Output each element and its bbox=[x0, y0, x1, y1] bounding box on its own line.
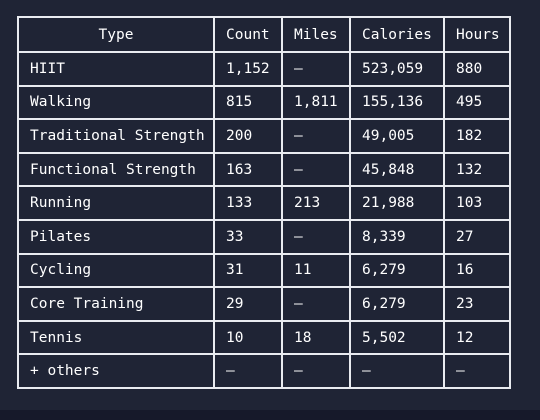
cell-miles: — bbox=[281, 218, 351, 255]
cell-miles: 18 bbox=[281, 319, 351, 356]
cell-count: — bbox=[213, 353, 283, 389]
table-row: Walking 815 1,811 155,136 495 bbox=[17, 84, 511, 121]
cell-type: Running bbox=[17, 185, 215, 221]
cell-type: Functional Strength bbox=[17, 151, 215, 188]
bottom-edge-band bbox=[0, 410, 540, 420]
cell-hours: 495 bbox=[443, 84, 511, 121]
table-header-row: Type Count Miles Calories Hours bbox=[17, 16, 511, 53]
cell-miles: — bbox=[281, 353, 351, 389]
cell-type: Tennis bbox=[17, 319, 215, 356]
cell-calories: 8,339 bbox=[349, 218, 445, 255]
cell-type: + others bbox=[17, 353, 215, 389]
table-row: Core Training 29 — 6,279 23 bbox=[17, 286, 511, 322]
column-header-miles: Miles bbox=[281, 16, 351, 53]
cell-count: 163 bbox=[213, 151, 283, 188]
cell-hours: 880 bbox=[443, 51, 511, 87]
column-header-type: Type bbox=[17, 16, 215, 53]
cell-calories: 155,136 bbox=[349, 84, 445, 121]
table-row: Functional Strength 163 — 45,848 132 bbox=[17, 151, 511, 188]
table-row: Cycling 31 11 6,279 16 bbox=[17, 252, 511, 289]
cell-type: HIIT bbox=[17, 51, 215, 87]
cell-hours: 182 bbox=[443, 118, 511, 154]
table-row: Tennis 10 18 5,502 12 bbox=[17, 319, 511, 356]
cell-miles: — bbox=[281, 51, 351, 87]
cell-calories: — bbox=[349, 353, 445, 389]
cell-calories: 523,059 bbox=[349, 51, 445, 87]
cell-type: Traditional Strength bbox=[17, 118, 215, 154]
cell-type: Core Training bbox=[17, 286, 215, 322]
cell-calories: 21,988 bbox=[349, 185, 445, 221]
table-row: HIIT 1,152 — 523,059 880 bbox=[17, 51, 511, 87]
cell-type: Pilates bbox=[17, 218, 215, 255]
cell-hours: 103 bbox=[443, 185, 511, 221]
cell-count: 815 bbox=[213, 84, 283, 121]
column-header-hours: Hours bbox=[443, 16, 511, 53]
cell-count: 1,152 bbox=[213, 51, 283, 87]
cell-miles: 213 bbox=[281, 185, 351, 221]
cell-miles: 1,811 bbox=[281, 84, 351, 121]
cell-miles: — bbox=[281, 151, 351, 188]
workout-summary-table: Type Count Miles Calories Hours HIIT 1,1… bbox=[17, 16, 511, 389]
cell-calories: 6,279 bbox=[349, 252, 445, 289]
cell-count: 133 bbox=[213, 185, 283, 221]
cell-hours: 12 bbox=[443, 319, 511, 356]
cell-type: Cycling bbox=[17, 252, 215, 289]
cell-miles: — bbox=[281, 286, 351, 322]
cell-count: 29 bbox=[213, 286, 283, 322]
table-row: Running 133 213 21,988 103 bbox=[17, 185, 511, 221]
cell-hours: — bbox=[443, 353, 511, 389]
cell-hours: 27 bbox=[443, 218, 511, 255]
column-header-count: Count bbox=[213, 16, 283, 53]
cell-calories: 6,279 bbox=[349, 286, 445, 322]
table-row: Pilates 33 — 8,339 27 bbox=[17, 218, 511, 255]
cell-calories: 45,848 bbox=[349, 151, 445, 188]
cell-miles: 11 bbox=[281, 252, 351, 289]
cell-count: 33 bbox=[213, 218, 283, 255]
cell-count: 200 bbox=[213, 118, 283, 154]
cell-hours: 23 bbox=[443, 286, 511, 322]
cell-count: 31 bbox=[213, 252, 283, 289]
cell-calories: 49,005 bbox=[349, 118, 445, 154]
column-header-calories: Calories bbox=[349, 16, 445, 53]
table-row: + others — — — — bbox=[17, 353, 511, 389]
table-row: Traditional Strength 200 — 49,005 182 bbox=[17, 118, 511, 154]
cell-miles: — bbox=[281, 118, 351, 154]
cell-calories: 5,502 bbox=[349, 319, 445, 356]
cell-hours: 16 bbox=[443, 252, 511, 289]
cell-hours: 132 bbox=[443, 151, 511, 188]
cell-count: 10 bbox=[213, 319, 283, 356]
cell-type: Walking bbox=[17, 84, 215, 121]
